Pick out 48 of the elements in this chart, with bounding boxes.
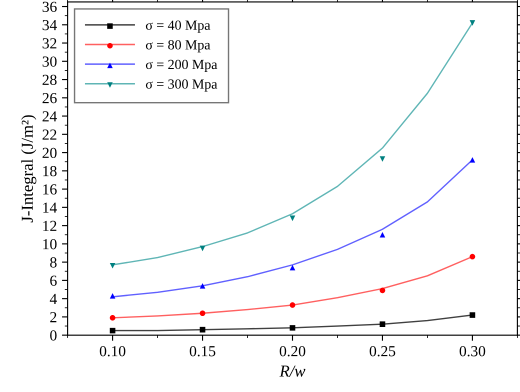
y-tick-label: 36 — [42, 2, 57, 12]
y-tick-label: 18 — [43, 166, 57, 176]
y-tick-label: 10 — [43, 239, 57, 250]
point — [380, 321, 386, 327]
y-axis-title: J-Integral (J/m²) — [21, 115, 36, 222]
legend-label: σ = 80 Mpa — [146, 40, 210, 52]
y-tick-label: 20 — [42, 148, 57, 158]
y-tick-label: 8 — [50, 257, 57, 268]
y-tick-label: 2 — [50, 312, 56, 322]
y-tick-label: 28 — [42, 74, 57, 86]
x-tick-label: 0.25 — [370, 346, 396, 356]
point — [380, 156, 386, 162]
point — [470, 20, 476, 26]
legend-label: σ = 40 Mpa — [146, 20, 210, 33]
point — [110, 328, 116, 334]
y-tick-label: 32 — [42, 38, 56, 48]
y-tick-label: 30 — [42, 56, 57, 67]
x-tick-label: 0.20 — [280, 346, 306, 356]
x-tick-label: 0.30 — [460, 346, 486, 356]
y-tick-label: 16 — [43, 184, 57, 195]
point — [290, 216, 296, 222]
x-tick-label: 0.15 — [190, 346, 216, 356]
x-tick-label: 0.10 — [100, 346, 126, 356]
y-tick-label: 24 — [42, 111, 57, 122]
point — [200, 246, 206, 252]
y-tick-label: 22 — [42, 130, 56, 140]
point — [470, 254, 476, 260]
y-tick-label: 12 — [43, 220, 56, 231]
legend-label: σ = 300 Mpa — [146, 79, 218, 92]
y-tick-label: 34 — [42, 20, 57, 30]
point — [290, 325, 296, 331]
point — [380, 288, 386, 294]
legend-label: σ = 200 Mpa — [146, 60, 218, 72]
point — [290, 264, 296, 270]
y-tick-label: 0 — [50, 330, 57, 341]
point — [290, 302, 296, 308]
y-tick-label: 14 — [43, 202, 57, 213]
point — [200, 310, 206, 316]
point — [110, 315, 116, 321]
y-tick-label: 6 — [50, 276, 57, 286]
point — [200, 326, 206, 332]
y-tick-label: 26 — [42, 92, 57, 104]
point — [110, 263, 116, 269]
point — [200, 283, 206, 289]
y-tick-label: 4 — [50, 294, 57, 304]
point — [380, 232, 386, 238]
x-axis-title: R/w — [279, 366, 306, 377]
point — [470, 312, 476, 318]
